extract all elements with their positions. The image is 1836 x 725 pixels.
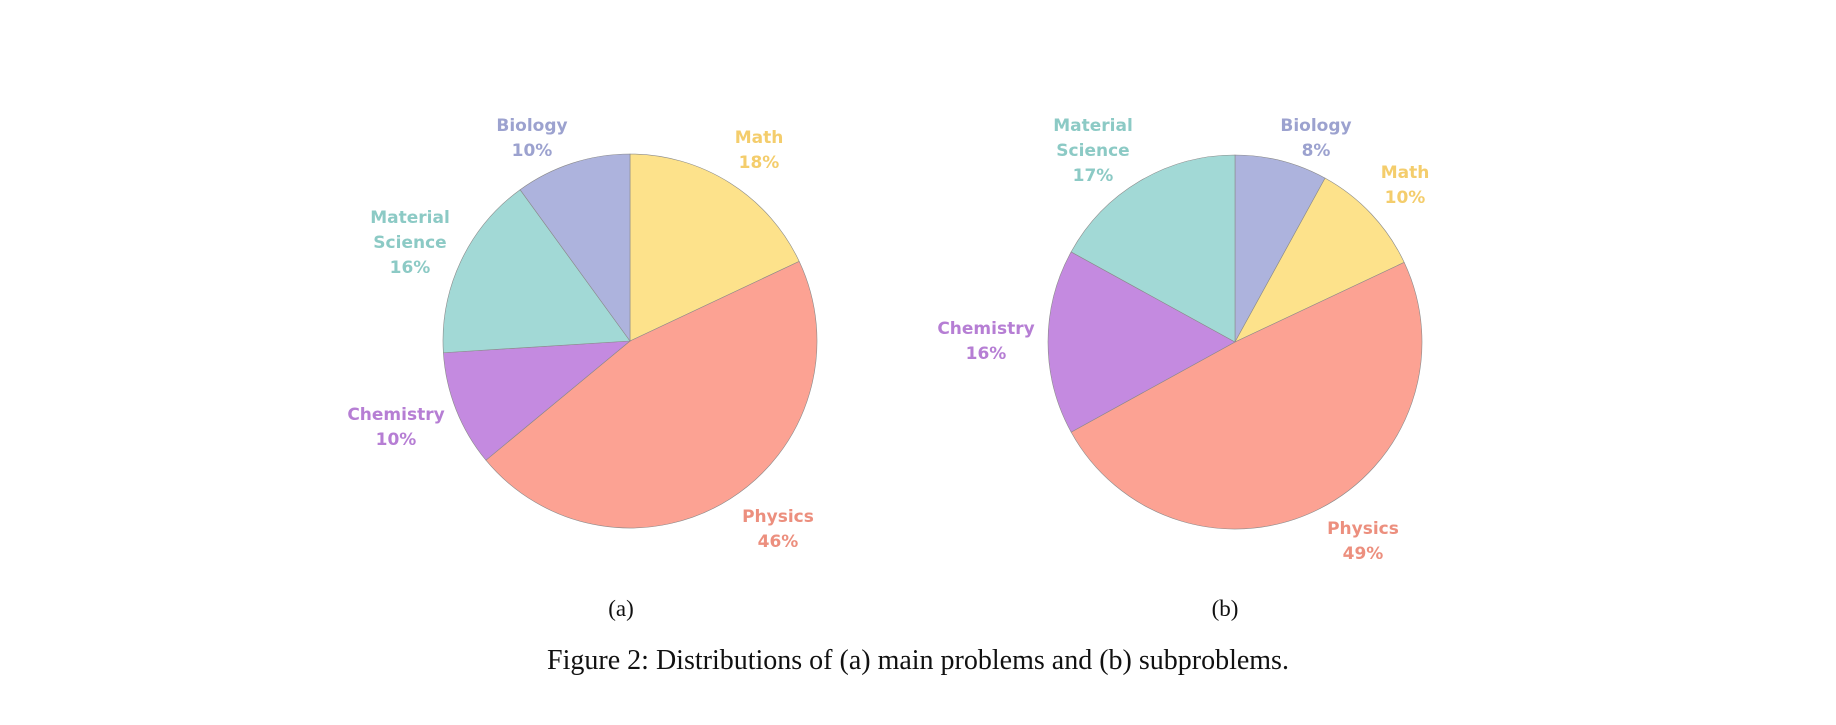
pie-b-slice-material-science <box>1070 154 1236 343</box>
pie-a-slice-biology <box>519 153 631 342</box>
pie-b-label-math: Math 10% <box>1381 163 1430 208</box>
pie-a-label-biology: Biology 10% <box>496 116 567 161</box>
pie-a-label-chemistry: Chemistry 10% <box>347 405 444 450</box>
pie-b-label-biology: Biology 8% <box>1280 116 1351 161</box>
pie-a-label-physics: Physics 46% <box>742 507 814 552</box>
pie-b-slice-physics <box>1070 261 1423 530</box>
pie-a-slice-math <box>629 153 800 342</box>
subfigure-label-b: (b) <box>1211 596 1239 621</box>
pie-b-slice-math <box>1234 177 1405 343</box>
pie-b-label-material-science: Material Science 17% <box>1053 116 1133 186</box>
pie-a-label-material-science: Material Science 16% <box>370 208 450 278</box>
pie-a-slice-chemistry <box>443 340 631 461</box>
subfigure-label-a: (a) <box>608 596 634 621</box>
figure-caption: Figure 2: Distributions of (a) main prob… <box>547 645 1289 676</box>
pie-b-slice-biology <box>1234 154 1326 343</box>
pie-b-label-chemistry: Chemistry 16% <box>937 319 1034 364</box>
pie-b-label-physics: Physics 49% <box>1327 519 1399 564</box>
pie-a-label-math: Math 18% <box>735 128 784 173</box>
pie-a-slice-material-science <box>442 189 631 354</box>
pie-b-slice-chemistry <box>1047 251 1236 433</box>
pie-a-slice-physics <box>485 260 818 529</box>
